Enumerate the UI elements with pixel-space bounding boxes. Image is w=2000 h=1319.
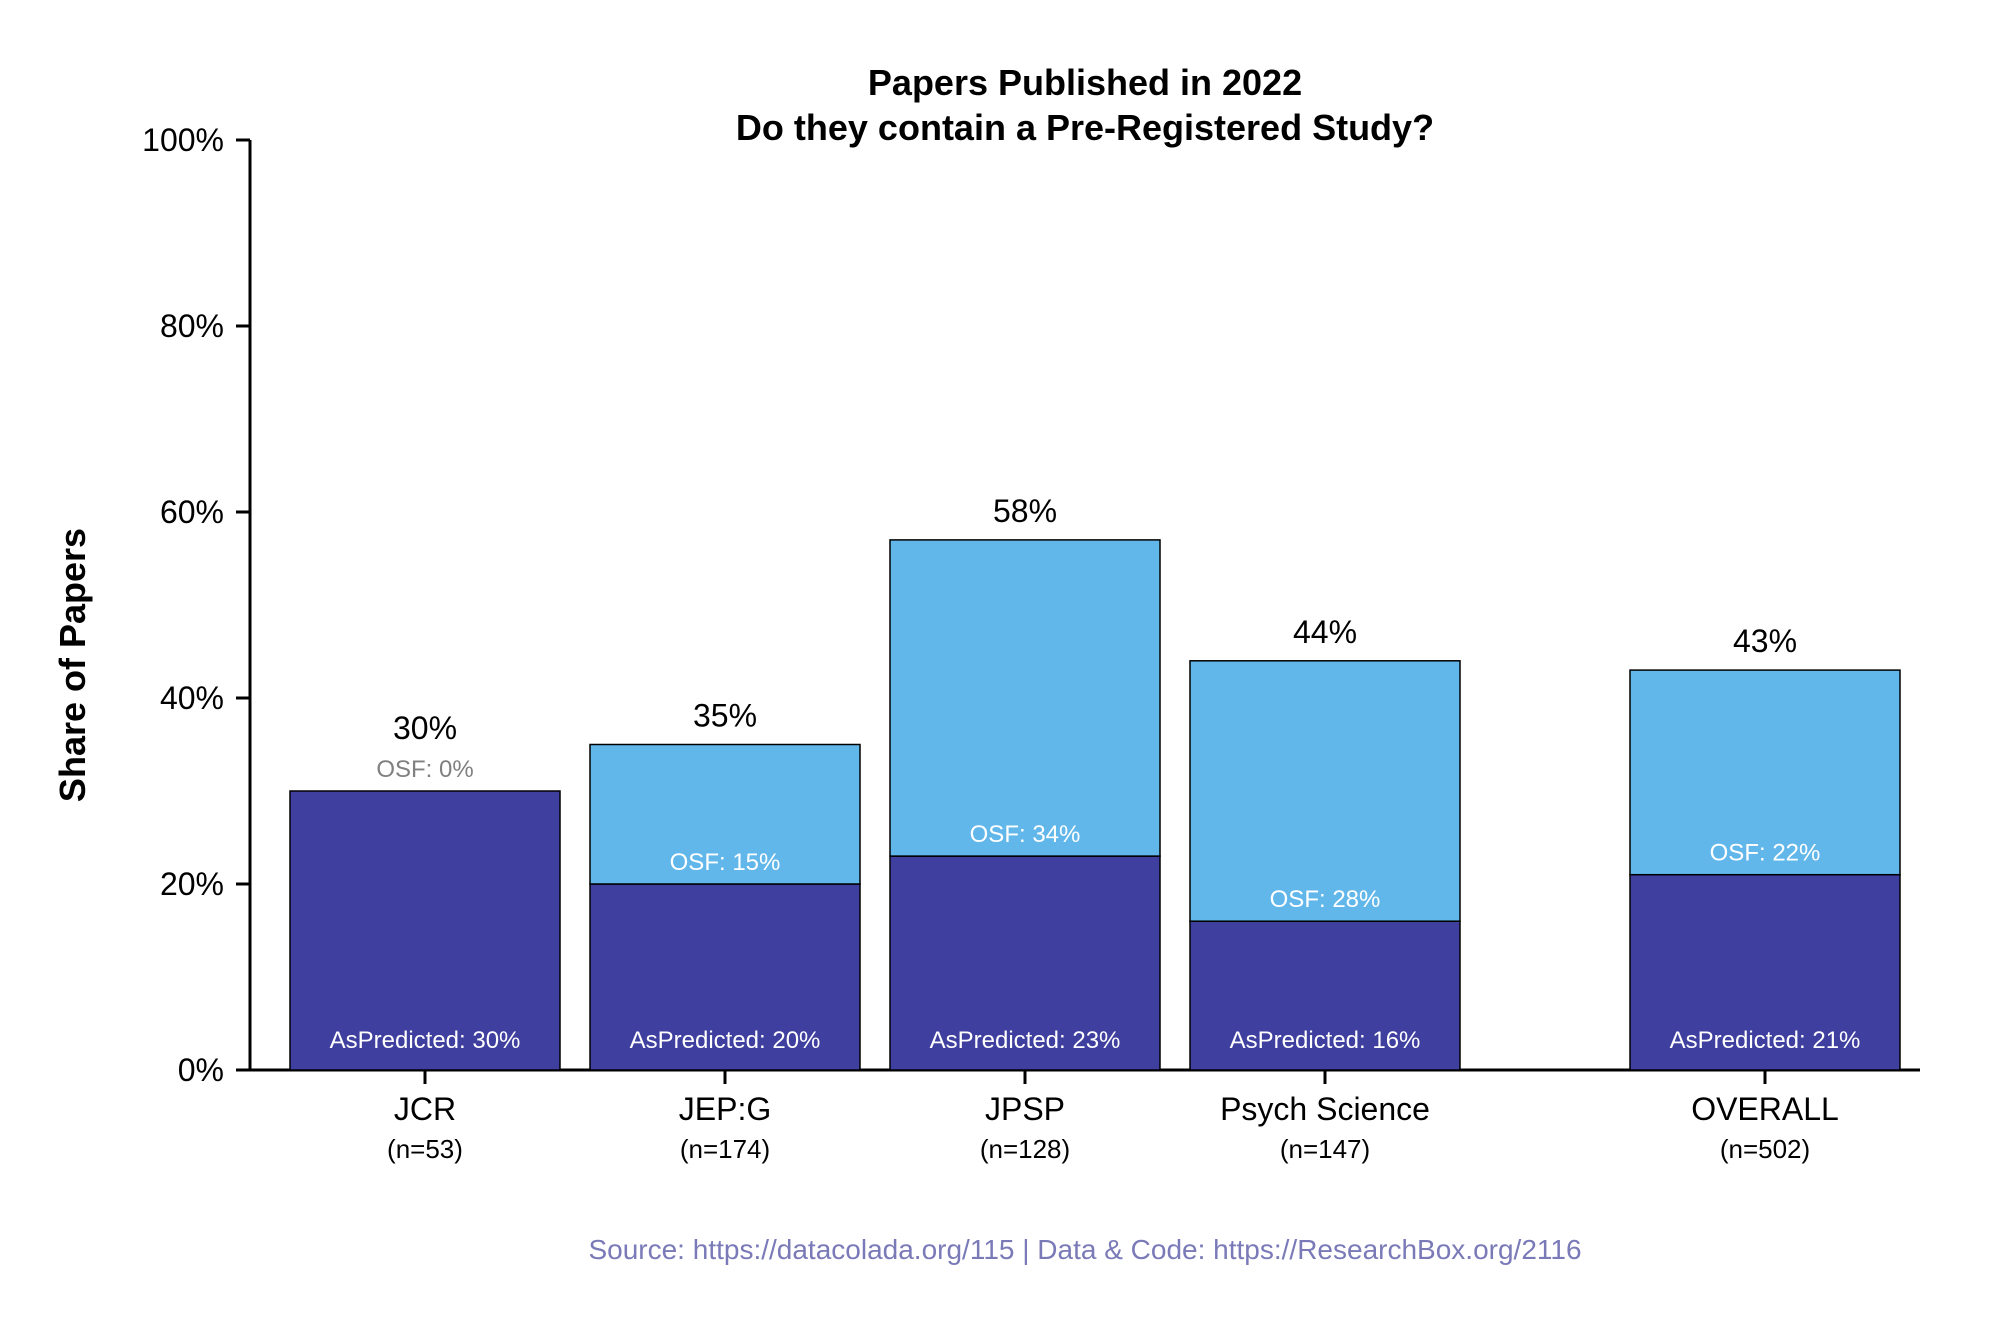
y-axis-label: Share of Papers (52, 528, 93, 802)
y-tick-label: 60% (160, 494, 224, 530)
bar-psci-aspredicted-label: AsPredicted: 16% (1230, 1027, 1421, 1054)
bar-jpsp-total-label: 58% (993, 493, 1057, 529)
bar-psci-osf-label: OSF: 28% (1270, 886, 1381, 913)
chart-title-line2: Do they contain a Pre-Registered Study? (736, 107, 1434, 148)
bar-jpsp-osf-label: OSF: 34% (970, 821, 1081, 848)
x-label-overall-n: (n=502) (1720, 1134, 1810, 1164)
bar-psci-osf (1190, 661, 1460, 921)
bar-jcr-aspredicted-label: AsPredicted: 30% (330, 1027, 521, 1054)
bar-jcr-total-label: 30% (393, 710, 457, 746)
prereg-stacked-bar-chart: Papers Published in 2022Do they contain … (0, 0, 2000, 1319)
bar-jepg-total-label: 35% (693, 698, 757, 734)
x-label-jepg: JEP:G (679, 1091, 771, 1127)
x-label-jpsp: JPSP (985, 1091, 1065, 1127)
x-label-psci-n: (n=147) (1280, 1134, 1370, 1164)
bar-jepg-osf-label: OSF: 15% (670, 849, 781, 876)
source-text: Source: https://datacolada.org/115 | Dat… (588, 1234, 1581, 1265)
bar-overall-osf-label: OSF: 22% (1710, 840, 1821, 867)
x-label-jpsp-n: (n=128) (980, 1134, 1070, 1164)
bar-jcr-osf-label: OSF: 0% (376, 756, 473, 783)
bar-overall-aspredicted-label: AsPredicted: 21% (1670, 1027, 1861, 1054)
x-label-jepg-n: (n=174) (680, 1134, 770, 1164)
y-tick-label: 40% (160, 680, 224, 716)
bar-overall-total-label: 43% (1733, 623, 1797, 659)
bar-jpsp-osf (890, 540, 1160, 856)
x-label-jcr: JCR (394, 1091, 456, 1127)
chart-title-line1: Papers Published in 2022 (868, 62, 1302, 103)
x-label-jcr-n: (n=53) (387, 1134, 463, 1164)
x-label-psci: Psych Science (1220, 1091, 1430, 1127)
bar-psci-total-label: 44% (1293, 614, 1357, 650)
bar-jpsp-aspredicted-label: AsPredicted: 23% (930, 1027, 1121, 1054)
x-label-overall: OVERALL (1691, 1091, 1839, 1127)
y-tick-label: 20% (160, 866, 224, 902)
bar-jepg-aspredicted-label: AsPredicted: 20% (630, 1027, 821, 1054)
y-tick-label: 0% (178, 1052, 224, 1088)
y-tick-label: 100% (142, 122, 224, 158)
y-tick-label: 80% (160, 308, 224, 344)
